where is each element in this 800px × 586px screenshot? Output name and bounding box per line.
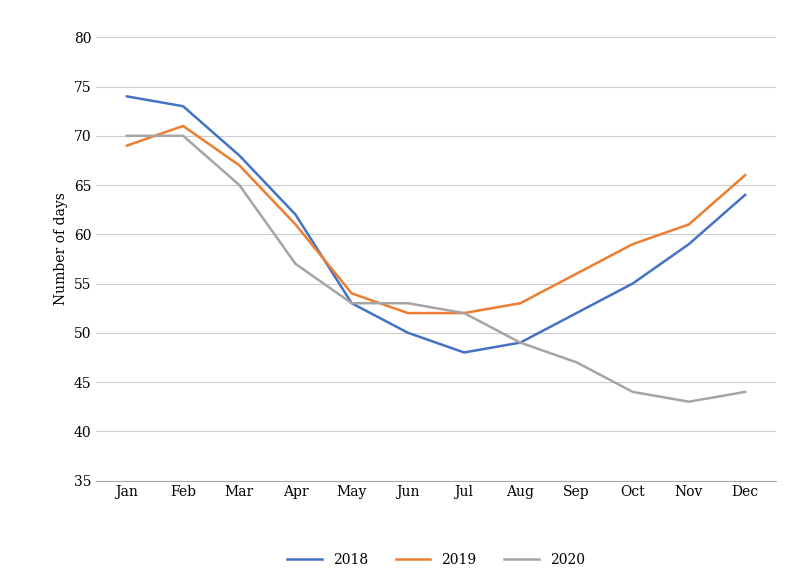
2020 (684, 398, 694, 406)
2019 (515, 299, 525, 306)
Legend: 2018, 2019, 2020: 2018, 2019, 2020 (282, 548, 590, 573)
2018 (740, 192, 750, 199)
2019 (178, 122, 188, 130)
2019 (459, 309, 469, 316)
2019 (628, 241, 638, 248)
2020 (515, 339, 525, 346)
2018 (122, 93, 132, 100)
2020 (347, 299, 357, 306)
Line: 2019: 2019 (127, 126, 745, 313)
2020 (628, 389, 638, 396)
2018 (347, 299, 357, 306)
2018 (459, 349, 469, 356)
2020 (290, 260, 300, 267)
2018 (515, 339, 525, 346)
2020 (122, 132, 132, 139)
Y-axis label: Number of days: Number of days (54, 193, 68, 305)
2018 (234, 152, 244, 159)
2020 (572, 359, 582, 366)
2019 (347, 290, 357, 297)
2019 (684, 221, 694, 228)
2018 (628, 280, 638, 287)
2019 (572, 270, 582, 277)
2018 (178, 103, 188, 110)
2018 (684, 241, 694, 248)
2018 (572, 309, 582, 316)
2019 (740, 172, 750, 179)
2020 (740, 389, 750, 396)
2018 (290, 211, 300, 218)
Line: 2018: 2018 (127, 96, 745, 352)
2020 (459, 309, 469, 316)
2020 (403, 299, 413, 306)
2019 (122, 142, 132, 149)
2019 (234, 162, 244, 169)
Line: 2020: 2020 (127, 136, 745, 402)
2019 (403, 309, 413, 316)
2019 (290, 221, 300, 228)
2020 (178, 132, 188, 139)
2018 (403, 329, 413, 336)
2020 (234, 182, 244, 189)
